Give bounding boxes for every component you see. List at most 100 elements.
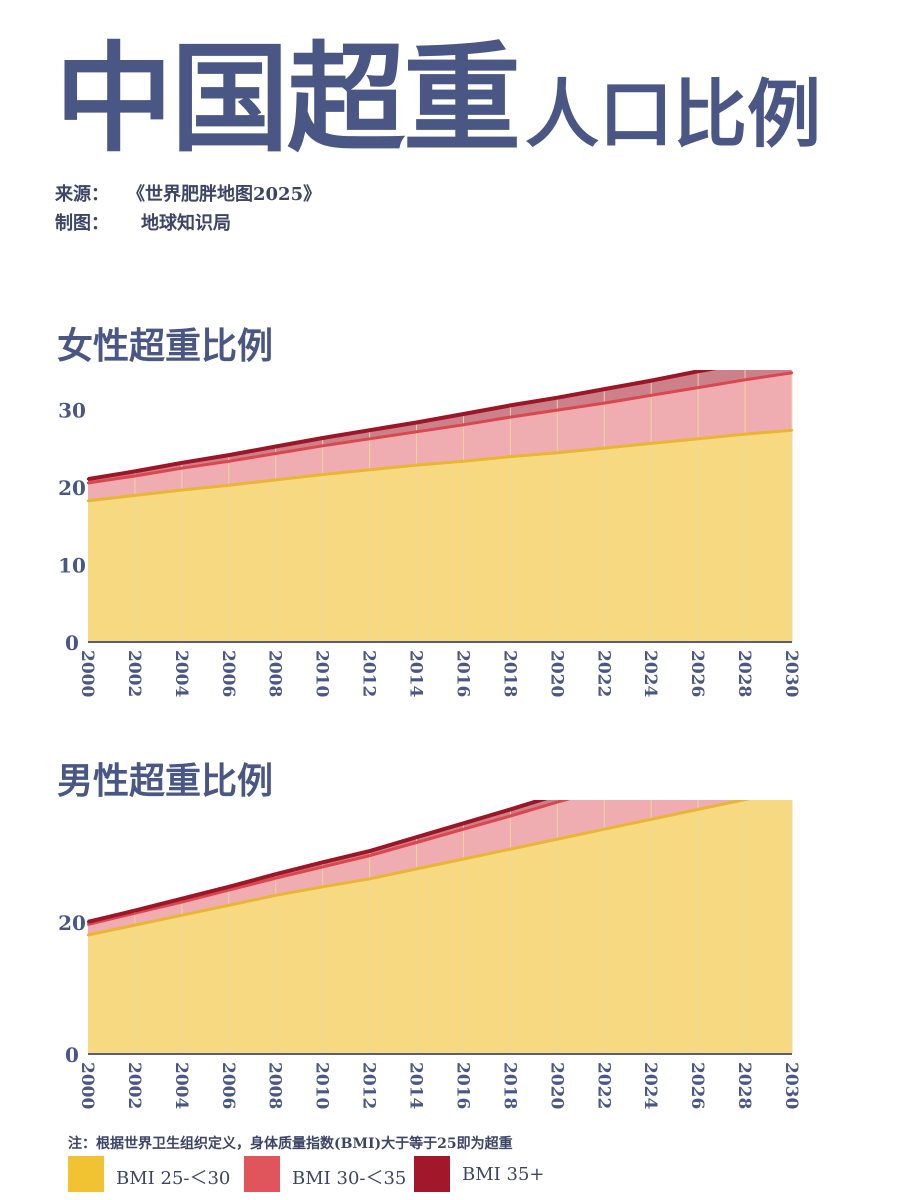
page-title: 中国超重人口比例 xyxy=(55,40,821,158)
male-point-obese xyxy=(321,865,324,869)
male-point-severe xyxy=(227,885,230,888)
male-point-severe xyxy=(180,897,184,900)
male-xtick-label: 2006 xyxy=(218,1062,238,1109)
legend-item-severe: BMI 35+ xyxy=(414,1156,614,1192)
female-point-obese xyxy=(133,474,137,478)
male-point-obese xyxy=(227,888,230,892)
legend-item-obese: BMI 30-＜35 xyxy=(244,1156,444,1192)
male-xtick-label: 2028 xyxy=(734,1062,754,1109)
male-xtick-label: 2022 xyxy=(593,1062,613,1109)
female-point-obese xyxy=(462,423,465,427)
female-area-overweight xyxy=(88,430,792,642)
female-point-overweight xyxy=(133,494,137,497)
female-point-severe xyxy=(274,445,277,448)
female-point-obese xyxy=(743,378,747,382)
female-xtick-label: 2010 xyxy=(312,650,332,697)
male-point-overweight xyxy=(180,913,184,917)
legend-label-overweight: BMI 25-＜30 xyxy=(116,1168,231,1189)
male-line-severe xyxy=(87,800,548,924)
male-xtick-label: 2016 xyxy=(452,1062,472,1109)
female-point-overweight xyxy=(180,488,184,492)
male-xtick-label: 2026 xyxy=(687,1062,707,1109)
maker-value: 地球知识局 xyxy=(141,213,231,234)
legend-swatch-severe xyxy=(414,1156,450,1192)
male-point-severe xyxy=(462,822,465,825)
male-point-overweight xyxy=(696,808,700,811)
male-point-overweight xyxy=(743,800,747,801)
male-point-obese xyxy=(274,876,277,880)
female-area-obese xyxy=(88,372,792,501)
female-point-obese xyxy=(509,415,512,419)
male-xtick-label: 2024 xyxy=(640,1062,660,1109)
female-point-severe xyxy=(133,470,137,473)
title-main: 中国超重 xyxy=(55,29,521,168)
female-point-obese xyxy=(368,437,371,440)
male-point-severe xyxy=(509,808,512,811)
female-point-overweight xyxy=(509,455,512,458)
female-point-overweight xyxy=(321,473,324,476)
maker-label: 制图： xyxy=(55,213,109,234)
female-point-overweight xyxy=(86,499,90,503)
female-point-overweight xyxy=(415,463,418,467)
female-point-obese xyxy=(415,430,418,433)
male-ytick-label: 0 xyxy=(65,1043,79,1067)
male-point-obese xyxy=(133,911,137,915)
male-point-overweight xyxy=(274,894,277,897)
female-line-overweight xyxy=(87,428,793,503)
male-xtick-label: 2012 xyxy=(359,1062,379,1109)
legend-swatch-obese xyxy=(244,1156,280,1192)
female-point-severe xyxy=(321,436,324,440)
male-point-overweight xyxy=(415,867,418,871)
male-point-obese xyxy=(509,814,512,818)
female-point-overweight xyxy=(227,484,230,487)
female-xtick-label: 2004 xyxy=(171,650,191,697)
male-point-overweight xyxy=(509,847,512,851)
male-point-severe xyxy=(368,849,371,853)
male-line-obese xyxy=(87,800,571,926)
female-xtick-label: 2014 xyxy=(406,650,426,697)
source-line: 来源： 《世界肥胖地图2025》 xyxy=(55,180,321,206)
male-ytick-label: 20 xyxy=(58,911,86,935)
legend: BMI 25-＜30 BMI 30-＜35 BMI 35+ xyxy=(68,1156,888,1192)
female-point-severe xyxy=(415,421,418,424)
male-point-overweight xyxy=(556,837,559,841)
male-point-obese xyxy=(368,854,371,857)
female-ytick-label: 10 xyxy=(58,553,86,577)
male-chart: 0 20 40 2000 2002 2004 2006 2008 2010 2012 2014 201… xyxy=(58,800,801,1109)
female-xtick-label: 2020 xyxy=(546,650,566,697)
male-point-obese xyxy=(415,841,418,844)
female-point-severe xyxy=(556,396,559,399)
female-line-obese xyxy=(87,371,793,485)
female-point-obese xyxy=(603,401,606,405)
female-point-obese xyxy=(180,467,184,470)
footnote: 注：根据世界卫生组织定义，身体质量指数(BMI)大于等于25即为超重 xyxy=(68,1136,513,1152)
male-xtick-label: 2030 xyxy=(781,1062,801,1109)
male-point-obese xyxy=(556,800,559,804)
female-xtick-label: 2030 xyxy=(781,650,801,697)
male-xtick-label: 2008 xyxy=(265,1062,285,1109)
male-xtick-label: 2014 xyxy=(406,1062,426,1109)
male-xtick-label: 2010 xyxy=(312,1062,332,1109)
female-point-overweight xyxy=(462,460,465,463)
female-xtick-label: 2000 xyxy=(77,650,97,697)
female-xtick-label: 2022 xyxy=(593,650,613,697)
male-point-overweight xyxy=(603,828,606,831)
legend-label-severe: BMI 35+ xyxy=(462,1164,545,1185)
female-point-overweight xyxy=(603,446,606,450)
female-xtick-label: 2012 xyxy=(359,650,379,697)
source-value: 《世界肥胖地图2025》 xyxy=(127,184,322,205)
male-point-obese xyxy=(86,923,90,926)
female-point-obese xyxy=(790,371,794,375)
male-point-overweight xyxy=(321,885,324,888)
maker-line: 制图： 地球知识局 xyxy=(55,209,231,235)
male-xtick-label: 2004 xyxy=(171,1062,191,1109)
female-ytick-label: 0 xyxy=(65,631,79,655)
female-point-overweight xyxy=(368,468,371,471)
male-xtick-label: 2018 xyxy=(499,1062,519,1109)
female-point-severe xyxy=(603,387,606,391)
legend-label-obese: BMI 30-＜35 xyxy=(292,1168,407,1189)
female-point-severe xyxy=(180,461,184,465)
female-point-severe xyxy=(86,477,90,481)
female-point-obese xyxy=(650,394,653,397)
female-point-obese xyxy=(556,408,559,412)
